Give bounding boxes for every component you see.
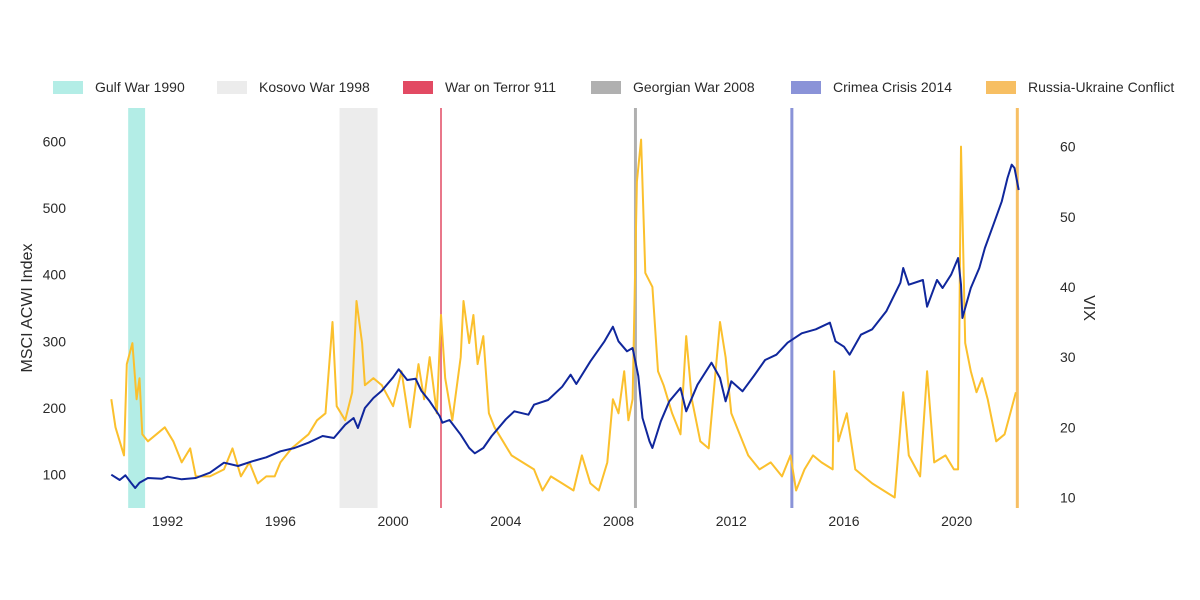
x-tick-label: 2000	[378, 513, 409, 529]
legend-item-georgian-war-2008: Georgian War 2008	[591, 79, 755, 95]
y-right-tick-label: 30	[1060, 349, 1076, 365]
x-tick-label: 2020	[941, 513, 972, 529]
series-line-vix	[110, 138, 1017, 499]
event-band-kosovo-war-1998	[339, 108, 378, 508]
legend-item-russia-ukraine-conflict: Russia-Ukraine Conflict	[986, 79, 1174, 95]
legend-item-kosovo-war-1998: Kosovo War 1998	[217, 79, 370, 95]
y-left-tick-label: 300	[43, 333, 67, 349]
legend: Gulf War 1990 Kosovo War 1998 War on Terro…	[53, 79, 1174, 95]
y-right-axis-title: VIX	[1080, 295, 1097, 321]
event-bands	[128, 108, 1019, 508]
legend-label: Crimea Crisis 2014	[833, 79, 952, 95]
y-right-tick-label: 60	[1060, 139, 1076, 155]
y-right-tick-label: 40	[1060, 279, 1076, 295]
series-lines	[110, 138, 1020, 499]
y-left-axis-title: MSCI ACWI Index	[19, 244, 36, 373]
y-left-tick-label: 200	[43, 400, 67, 416]
y-left-axis-ticks: 100 200 300 400 500 600	[43, 133, 67, 482]
legend-label: Gulf War 1990	[95, 79, 185, 95]
y-left-tick-label: 100	[43, 467, 67, 483]
legend-item-gulf-war-1990: Gulf War 1990	[53, 79, 185, 95]
legend-item-crimea-crisis-2014: Crimea Crisis 2014	[791, 79, 952, 95]
x-tick-label: 1992	[152, 513, 183, 529]
legend-swatch	[591, 81, 621, 94]
x-tick-label: 2016	[828, 513, 859, 529]
legend-swatch	[791, 81, 821, 94]
legend-label: War on Terror 911	[445, 79, 556, 95]
y-right-tick-label: 50	[1060, 209, 1076, 225]
legend-label: Russia-Ukraine Conflict	[1028, 79, 1174, 95]
legend-swatch	[217, 81, 247, 94]
x-tick-label: 2008	[603, 513, 634, 529]
y-right-tick-label: 10	[1060, 489, 1076, 505]
series-line-msci-acwi-index	[110, 163, 1020, 489]
x-axis-ticks: 1992 1996 2000 2004 2008 2012 2016 2020	[152, 513, 972, 529]
event-band-gulf-war-1990	[128, 108, 146, 508]
legend-item-war-on-terror-911: War on Terror 911	[403, 79, 556, 95]
y-left-tick-label: 600	[43, 133, 67, 149]
legend-swatch	[986, 81, 1016, 94]
y-right-tick-label: 20	[1060, 419, 1076, 435]
legend-label: Kosovo War 1998	[259, 79, 370, 95]
legend-swatch	[403, 81, 433, 94]
x-tick-label: 2012	[716, 513, 747, 529]
y-right-axis-ticks: 10 20 30 40 50 60	[1060, 139, 1076, 506]
y-left-tick-label: 400	[43, 267, 67, 283]
legend-label: Georgian War 2008	[633, 79, 755, 95]
x-tick-label: 2004	[490, 513, 521, 529]
y-left-tick-label: 500	[43, 200, 67, 216]
legend-swatch	[53, 81, 83, 94]
x-tick-label: 1996	[265, 513, 296, 529]
